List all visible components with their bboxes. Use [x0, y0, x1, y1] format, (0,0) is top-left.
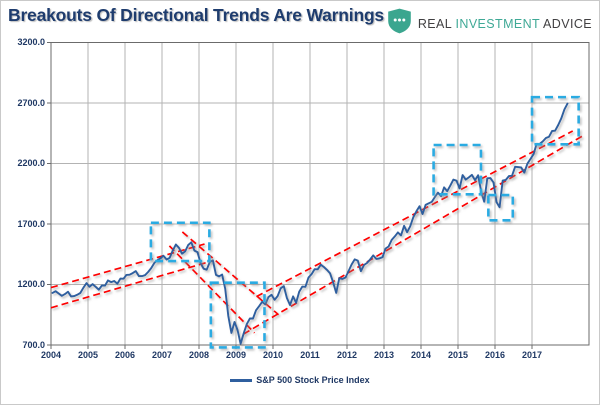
logo-wordmark: REAL INVESTMENT ADVICE	[418, 17, 592, 31]
x-axis-tick-label: 2014	[410, 350, 432, 360]
y-axis-tick-label: 1700.0	[17, 218, 45, 229]
y-axis-tick-label: 2700.0	[17, 97, 45, 108]
legend-series-label: S&P 500 Stock Price Index	[256, 375, 370, 385]
x-axis-tick-label: 2008	[188, 350, 210, 360]
x-axis-tick-label: 2011	[300, 350, 320, 360]
highlight-box-top-2007	[149, 221, 211, 263]
logo-word-investment: INVESTMENT	[455, 16, 540, 31]
shield-icon	[387, 8, 412, 39]
plot-border	[50, 42, 590, 346]
highlight-box-bottom-2009	[209, 281, 266, 349]
trendlines	[50, 130, 585, 335]
x-axis-tick-label: 2009	[225, 350, 247, 360]
x-axis-tick-label: 2015	[447, 350, 469, 360]
x-axis-tick-label: 2016	[485, 350, 506, 360]
x-axis-tick-label: 2013	[373, 350, 395, 360]
highlight-box-consolidation-2015	[432, 143, 483, 196]
trendline-bull-channel-2004-2008-lower	[50, 260, 213, 309]
axis-ticks	[47, 42, 533, 349]
legend-line-swatch	[230, 378, 253, 382]
x-axis-tick-label: 2005	[77, 350, 99, 360]
x-axis-tick-label: 2004	[40, 350, 62, 360]
highlight-box-breakout-2017	[530, 95, 580, 146]
highlight-boxes	[149, 95, 580, 349]
x-axis-tick-label: 2006	[114, 350, 136, 360]
y-axis-tick-label: 1200.0	[17, 279, 45, 290]
x-axis-tick-label: 2010	[262, 350, 284, 360]
real-investment-advice-logo: REAL INVESTMENT ADVICE	[387, 8, 592, 39]
logo-word-real: REAL	[417, 16, 452, 31]
y-axis-tick-label: 700.0	[22, 339, 45, 350]
trendline-bull-channel-2009-2018-lower	[242, 134, 585, 335]
chart-legend: S&P 500 Stock Price Index	[1, 373, 599, 387]
trendline-bull-channel-2004-2008-upper	[50, 243, 205, 289]
y-axis-tick-label: 3200.0	[17, 37, 45, 48]
y-axis-tick-label: 2200.0	[17, 158, 45, 169]
logo-word-advice: ADVICE	[543, 16, 592, 31]
page-title: Breakouts Of Directional Trends Are Warn…	[8, 5, 384, 25]
x-axis-tick-label: 2007	[151, 350, 173, 360]
trendline-bear-channel-2008-2009-lower	[168, 245, 256, 334]
x-axis-tick-label: 2017	[522, 350, 543, 360]
x-axis-tick-label: 2012	[336, 350, 358, 360]
